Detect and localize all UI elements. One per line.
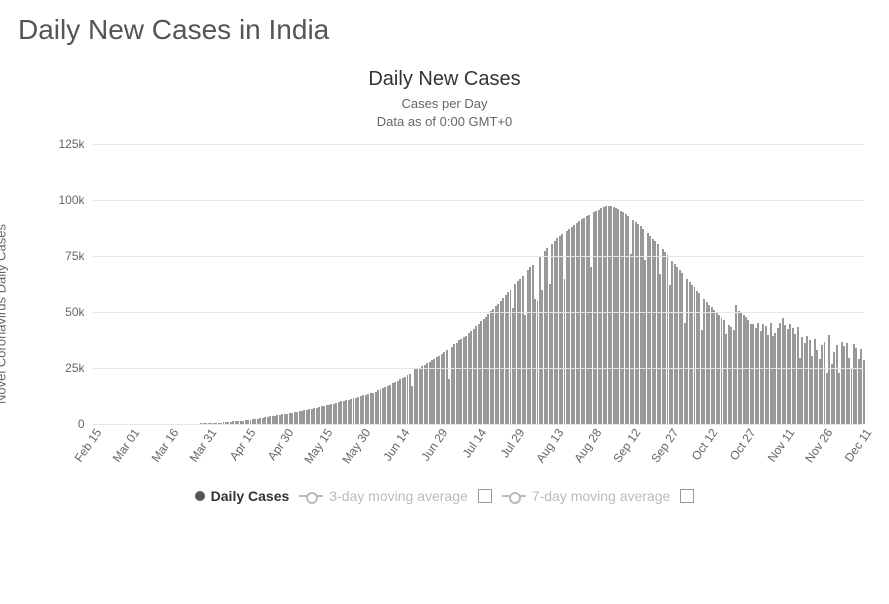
chart-subtitle-line2: Data as of 0:00 GMT+0 xyxy=(377,114,512,129)
grid-line xyxy=(93,368,863,369)
chart-title: Daily New Cases xyxy=(15,68,875,91)
y-tick-label: 125k xyxy=(58,137,92,151)
legend-item[interactable]: Daily Cases xyxy=(195,488,290,504)
legend-marker-line-icon xyxy=(502,495,526,497)
grid-line xyxy=(93,200,863,201)
grid-line xyxy=(93,312,863,313)
x-axis-ticks: Feb 15Mar 01Mar 16Mar 31Apr 15Apr 30May … xyxy=(93,424,863,484)
chart-subtitle: Cases per Day Data as of 0:00 GMT+0 xyxy=(15,95,875,130)
x-tick-label: Oct 27 xyxy=(727,426,759,463)
legend-label: 3-day moving average xyxy=(329,488,468,504)
x-tick-label: Jun 29 xyxy=(418,426,450,464)
legend-label: 7-day moving average xyxy=(532,488,671,504)
x-tick-label: Jul 29 xyxy=(498,426,528,460)
legend-item[interactable]: 7-day moving average xyxy=(502,488,671,504)
chart-subtitle-line1: Cases per Day xyxy=(402,96,488,111)
legend-marker-line-icon xyxy=(299,495,323,497)
chart-area: Novel Coronavirus Daily Cases 025k50k75k… xyxy=(15,144,875,484)
y-tick-label: 50k xyxy=(65,305,92,319)
x-tick-label: May 30 xyxy=(339,426,373,466)
y-tick-label: 25k xyxy=(65,361,92,375)
y-tick-label: 75k xyxy=(65,249,92,263)
x-tick-label: Oct 12 xyxy=(688,426,720,463)
daily-cases-chart: Daily New Cases Cases per Day Data as of… xyxy=(15,68,875,504)
x-tick-label: Sep 27 xyxy=(648,426,681,465)
legend-marker-dot-icon xyxy=(195,491,205,501)
x-tick-label: Feb 15 xyxy=(71,426,104,465)
y-axis-label: Novel Coronavirus Daily Cases xyxy=(0,224,8,404)
x-tick-label: May 15 xyxy=(301,426,335,466)
x-tick-label: Apr 15 xyxy=(226,426,258,463)
x-tick-label: Mar 16 xyxy=(148,426,181,465)
legend-label: Daily Cases xyxy=(211,488,290,504)
legend-item[interactable]: 3-day moving average xyxy=(299,488,468,504)
x-tick-label: Aug 28 xyxy=(571,426,604,465)
x-tick-label: Mar 01 xyxy=(110,426,143,465)
plot-region: 025k50k75k100k125k xyxy=(93,144,863,424)
x-tick-label: Mar 31 xyxy=(187,426,220,465)
legend-toggle-checkbox[interactable] xyxy=(680,489,694,503)
x-tick-label: Jun 14 xyxy=(380,426,412,464)
grid-line xyxy=(93,256,863,257)
x-tick-label: Nov 11 xyxy=(764,426,797,464)
x-tick-label: Dec 11 xyxy=(841,426,874,464)
x-tick-label: Jul 14 xyxy=(459,426,489,460)
page-title: Daily New Cases in India xyxy=(0,0,889,46)
bar[interactable] xyxy=(863,360,865,424)
legend-toggle-checkbox[interactable] xyxy=(478,489,492,503)
y-tick-label: 100k xyxy=(58,193,92,207)
chart-legend: Daily Cases 3-day moving average 7-day mov… xyxy=(15,488,875,504)
x-tick-label: Apr 30 xyxy=(265,426,297,463)
x-tick-label: Aug 13 xyxy=(533,426,566,465)
bar-series xyxy=(93,144,863,424)
x-tick-label: Sep 12 xyxy=(610,426,643,465)
grid-line xyxy=(93,144,863,145)
x-tick-label: Nov 26 xyxy=(802,426,835,465)
